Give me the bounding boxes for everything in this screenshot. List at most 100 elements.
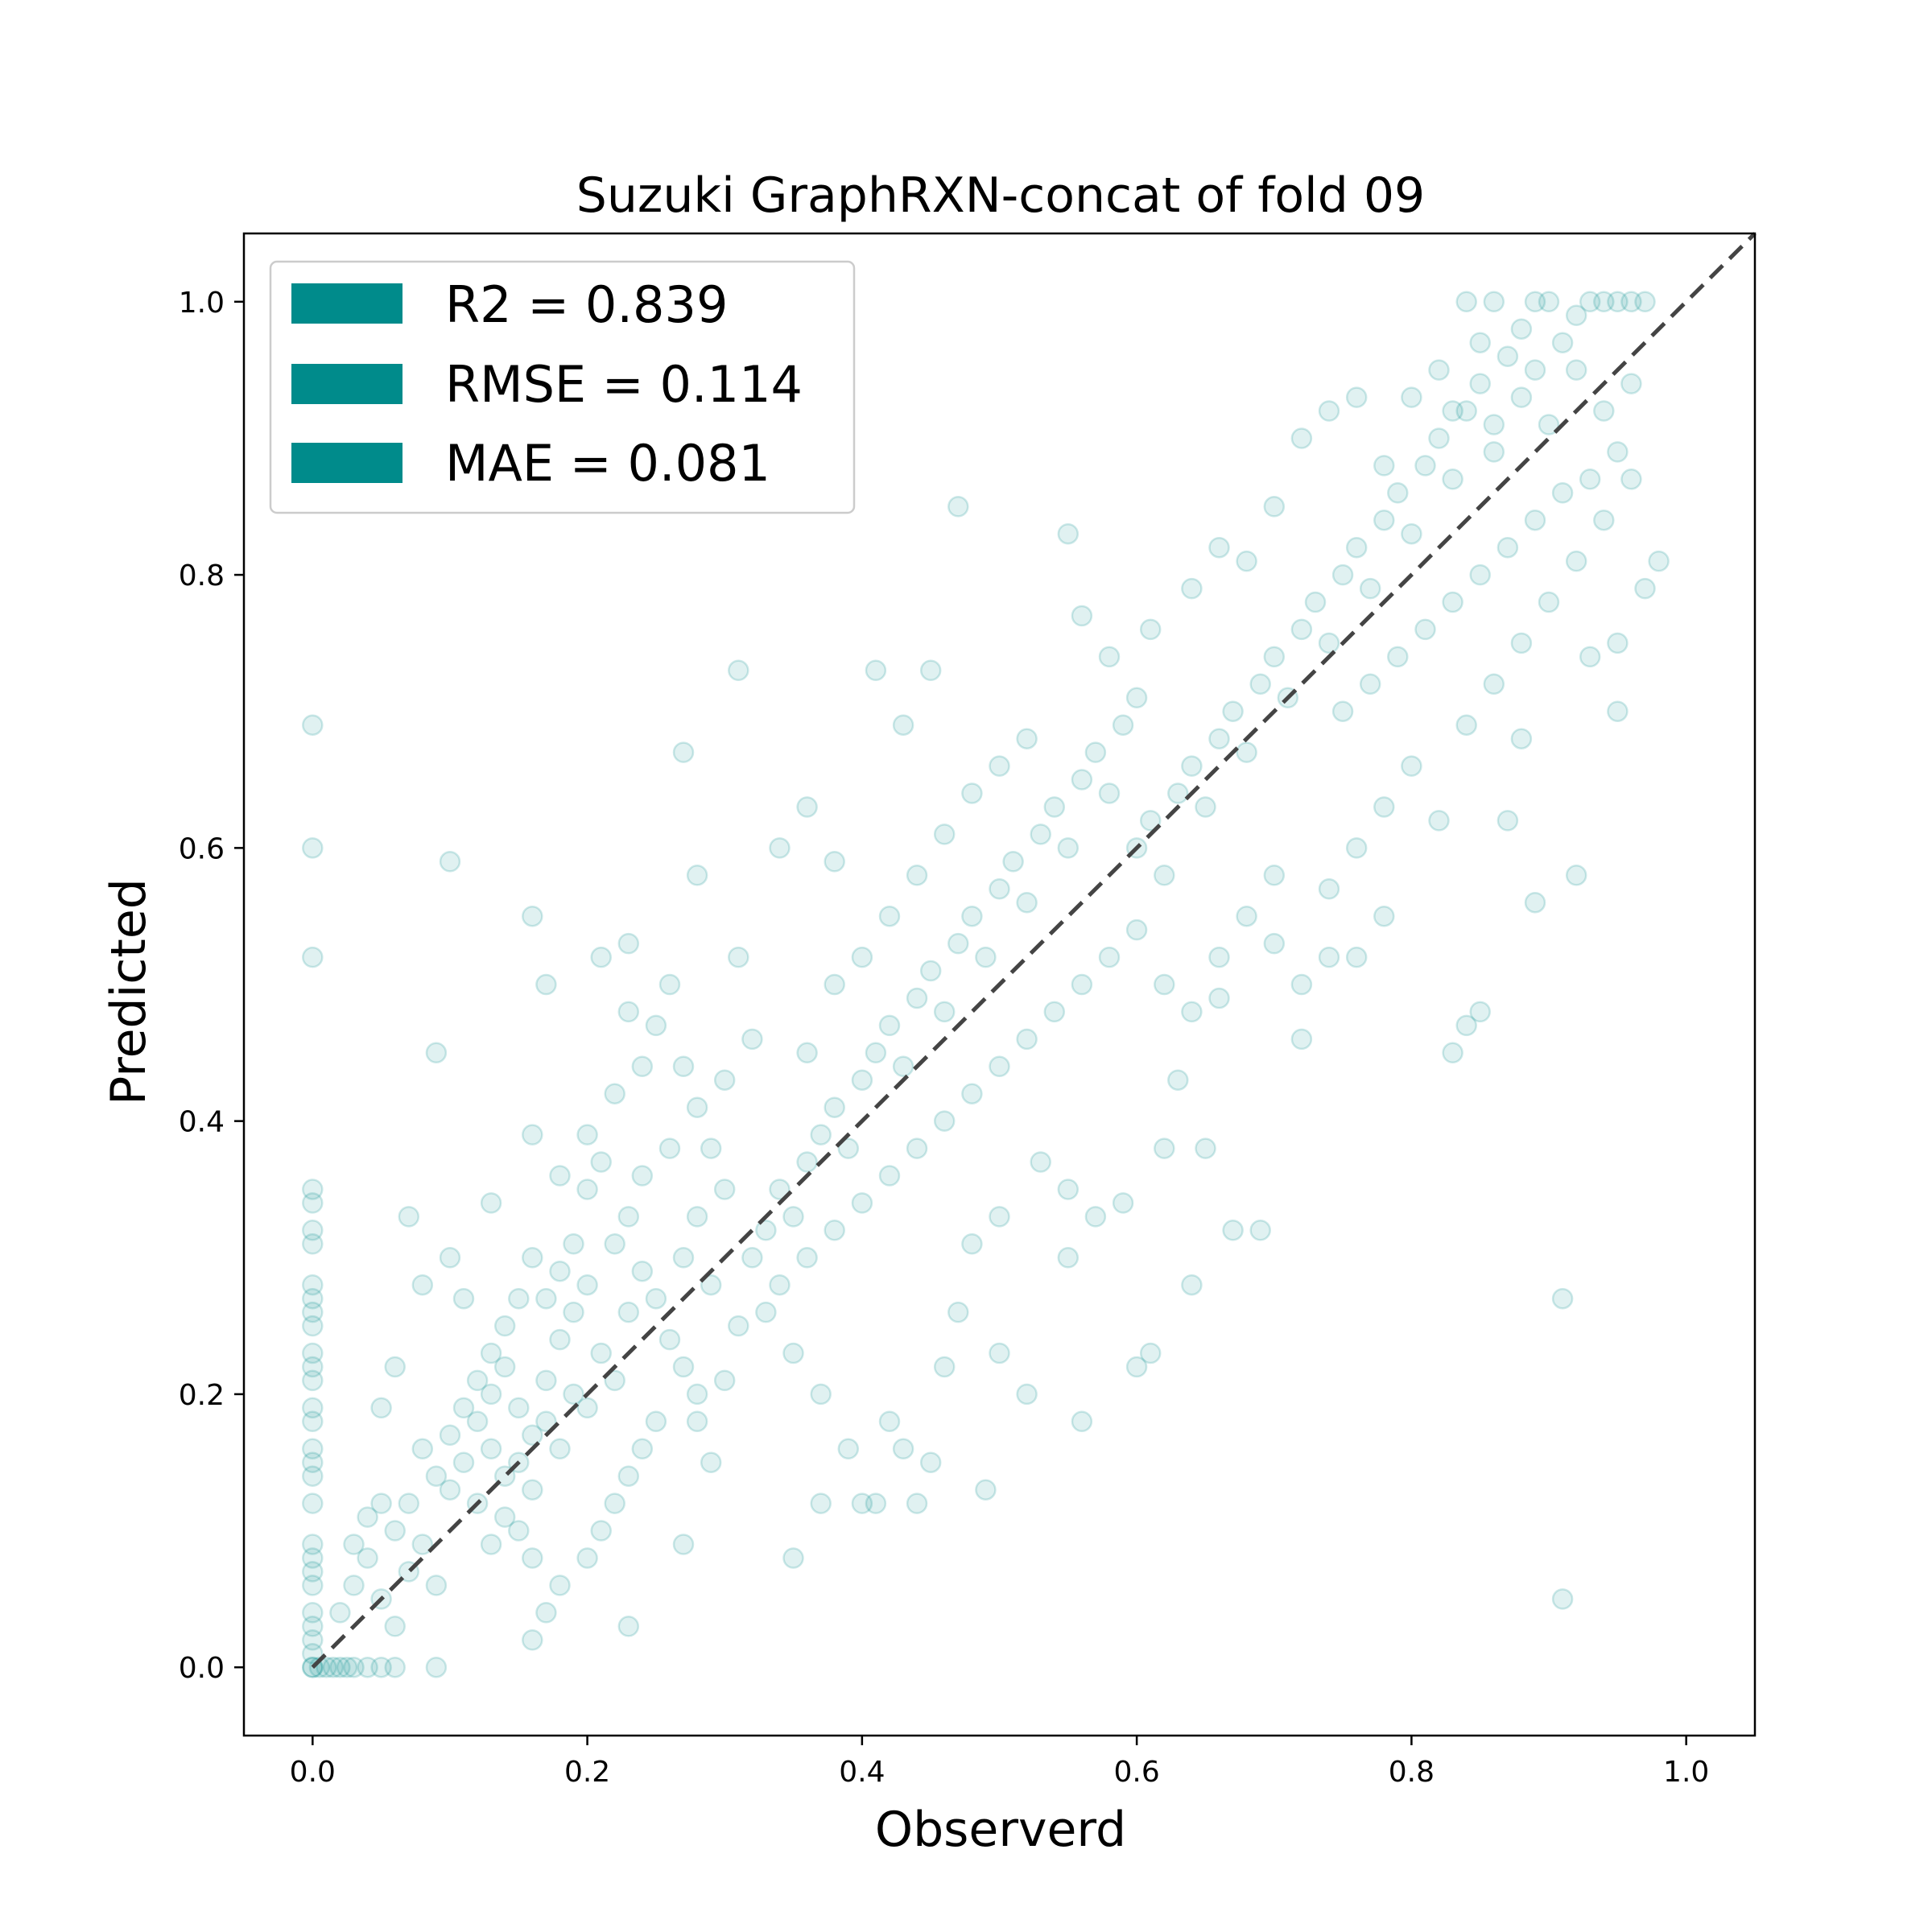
scatter-point — [357, 1656, 378, 1678]
points-layer — [302, 291, 1670, 1678]
scatter-point — [604, 1369, 625, 1392]
scatter-point — [658, 1328, 681, 1351]
scatter-point — [906, 1492, 928, 1514]
scatter-point — [878, 1014, 901, 1037]
scatter-point — [535, 1602, 557, 1624]
scatter-point — [508, 1520, 530, 1542]
scatter-point — [989, 755, 1010, 777]
legend-swatch-mae — [291, 443, 402, 483]
scatter-point — [1359, 577, 1381, 600]
scatter-point — [1469, 564, 1491, 586]
scatter-point — [1043, 1001, 1066, 1023]
scatter-point — [1345, 536, 1368, 559]
x-tick-label: 0.4 — [839, 1756, 885, 1789]
scatter-point — [302, 1629, 324, 1651]
x-tick-label: 0.8 — [1389, 1756, 1435, 1789]
scatter-point — [1496, 345, 1519, 367]
scatter-point — [919, 960, 942, 982]
scatter-point — [947, 1301, 969, 1323]
scatter-point — [1455, 714, 1477, 736]
scatter-point — [1331, 700, 1354, 722]
scatter-point — [1620, 291, 1642, 313]
scatter-point — [480, 1383, 502, 1406]
scatter-point — [1607, 291, 1629, 313]
scatter-point — [493, 1506, 516, 1528]
scatter-point — [1318, 400, 1340, 422]
scatter-point — [1016, 891, 1038, 914]
scatter-point — [1648, 550, 1670, 572]
scatter-point — [645, 1014, 667, 1037]
scatter-point — [892, 1055, 914, 1078]
scatter-point — [933, 1356, 956, 1378]
scatter-point — [302, 1410, 324, 1433]
scatter-point — [713, 1179, 736, 1200]
scatter-point — [1414, 618, 1436, 641]
scatter-point — [343, 1534, 365, 1555]
scatter-point — [549, 1165, 571, 1187]
scatter-point — [1098, 782, 1121, 804]
scatter-point — [302, 1451, 324, 1473]
scatter-point — [604, 1083, 625, 1104]
scatter-point — [1318, 632, 1340, 654]
scatter-point — [631, 1055, 654, 1078]
scatter-point — [384, 1616, 406, 1637]
scatter-point — [302, 1356, 324, 1378]
scatter-point — [1236, 905, 1257, 927]
scatter-point — [522, 1479, 543, 1501]
scatter-point — [645, 1287, 667, 1310]
scatter-point — [425, 1575, 448, 1596]
scatter-point — [686, 1096, 708, 1118]
scatter-point — [1524, 891, 1546, 914]
y-tick-label: 0.8 — [179, 559, 225, 592]
scatter-point — [1634, 291, 1656, 313]
scatter-point — [493, 1315, 516, 1337]
scatter-point — [810, 1492, 832, 1514]
scatter-point — [824, 1096, 845, 1118]
scatter-point — [933, 1001, 956, 1023]
scatter-point — [865, 659, 887, 682]
scatter-point — [336, 1656, 358, 1678]
y-tick-label: 0.4 — [179, 1106, 225, 1139]
scatter-point — [631, 1438, 654, 1460]
scatter-point — [1222, 700, 1244, 722]
scatter-point — [1538, 414, 1560, 436]
scatter-point — [343, 1575, 365, 1596]
scatter-point — [1112, 1192, 1134, 1214]
scatter-point — [1154, 865, 1175, 886]
x-tick-label: 0.6 — [1114, 1756, 1160, 1789]
scatter-point — [989, 1206, 1010, 1228]
scatter-point — [975, 946, 997, 968]
scatter-point — [1263, 932, 1286, 955]
identity-reference-line — [311, 232, 1757, 1669]
scatter-point — [796, 1247, 818, 1269]
scatter-point — [851, 1492, 873, 1514]
scatter-point — [617, 1465, 640, 1487]
scatter-point — [1538, 591, 1560, 613]
scatter-point — [741, 1247, 763, 1269]
scatter-point — [1428, 427, 1450, 449]
scatter-point — [1263, 496, 1286, 518]
scatter-point — [302, 1642, 324, 1665]
scatter-point — [508, 1397, 530, 1419]
scatter-point — [1387, 482, 1409, 504]
scatter-point — [865, 1492, 887, 1514]
scatter-point — [576, 1179, 598, 1200]
scatter-point — [439, 1479, 461, 1501]
scatter-point — [1098, 946, 1121, 968]
scatter-point — [1442, 1042, 1463, 1064]
scatter-point — [837, 1137, 860, 1159]
scatter-point — [1181, 577, 1203, 600]
scatter-point — [1387, 646, 1409, 668]
scatter-point — [796, 1042, 818, 1064]
scatter-point — [1139, 810, 1162, 832]
scatter-point — [1455, 291, 1477, 313]
scatter-point — [1607, 632, 1629, 654]
scatter-point — [549, 1260, 571, 1282]
scatter-point — [590, 1520, 612, 1542]
scatter-point — [425, 1042, 448, 1064]
scatter-point — [851, 946, 873, 968]
scatter-point — [425, 1465, 448, 1487]
legend-swatch-rmse — [291, 364, 402, 404]
scatter-point — [1181, 1274, 1203, 1296]
